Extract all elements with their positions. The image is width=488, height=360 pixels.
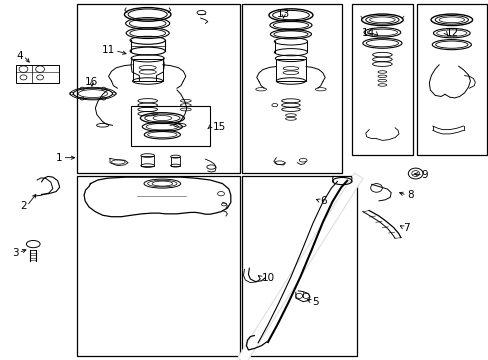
Text: 9: 9: [421, 170, 427, 180]
Text: 6: 6: [320, 196, 326, 206]
Bar: [242, 176, 356, 356]
Text: 2: 2: [20, 201, 27, 211]
Text: 1: 1: [56, 153, 62, 163]
Bar: [133, 59, 163, 81]
Bar: [141, 156, 154, 166]
Text: 7: 7: [403, 222, 409, 233]
Text: 4: 4: [17, 51, 23, 61]
Text: 15: 15: [213, 122, 226, 132]
Text: 5: 5: [311, 297, 318, 307]
Text: 3: 3: [12, 248, 19, 258]
Text: 16: 16: [85, 77, 99, 87]
Bar: [77, 4, 239, 173]
Text: 11: 11: [102, 45, 115, 55]
Text: 10: 10: [261, 273, 274, 283]
Bar: [275, 59, 305, 81]
Bar: [171, 157, 180, 166]
Text: 12: 12: [445, 28, 458, 38]
Bar: [77, 176, 239, 356]
Text: 13: 13: [276, 9, 290, 19]
Bar: [416, 4, 486, 155]
Bar: [131, 106, 210, 146]
Bar: [16, 65, 59, 83]
Bar: [351, 4, 412, 155]
Text: 14: 14: [362, 28, 375, 38]
Bar: [242, 4, 342, 173]
Text: 8: 8: [406, 190, 413, 200]
